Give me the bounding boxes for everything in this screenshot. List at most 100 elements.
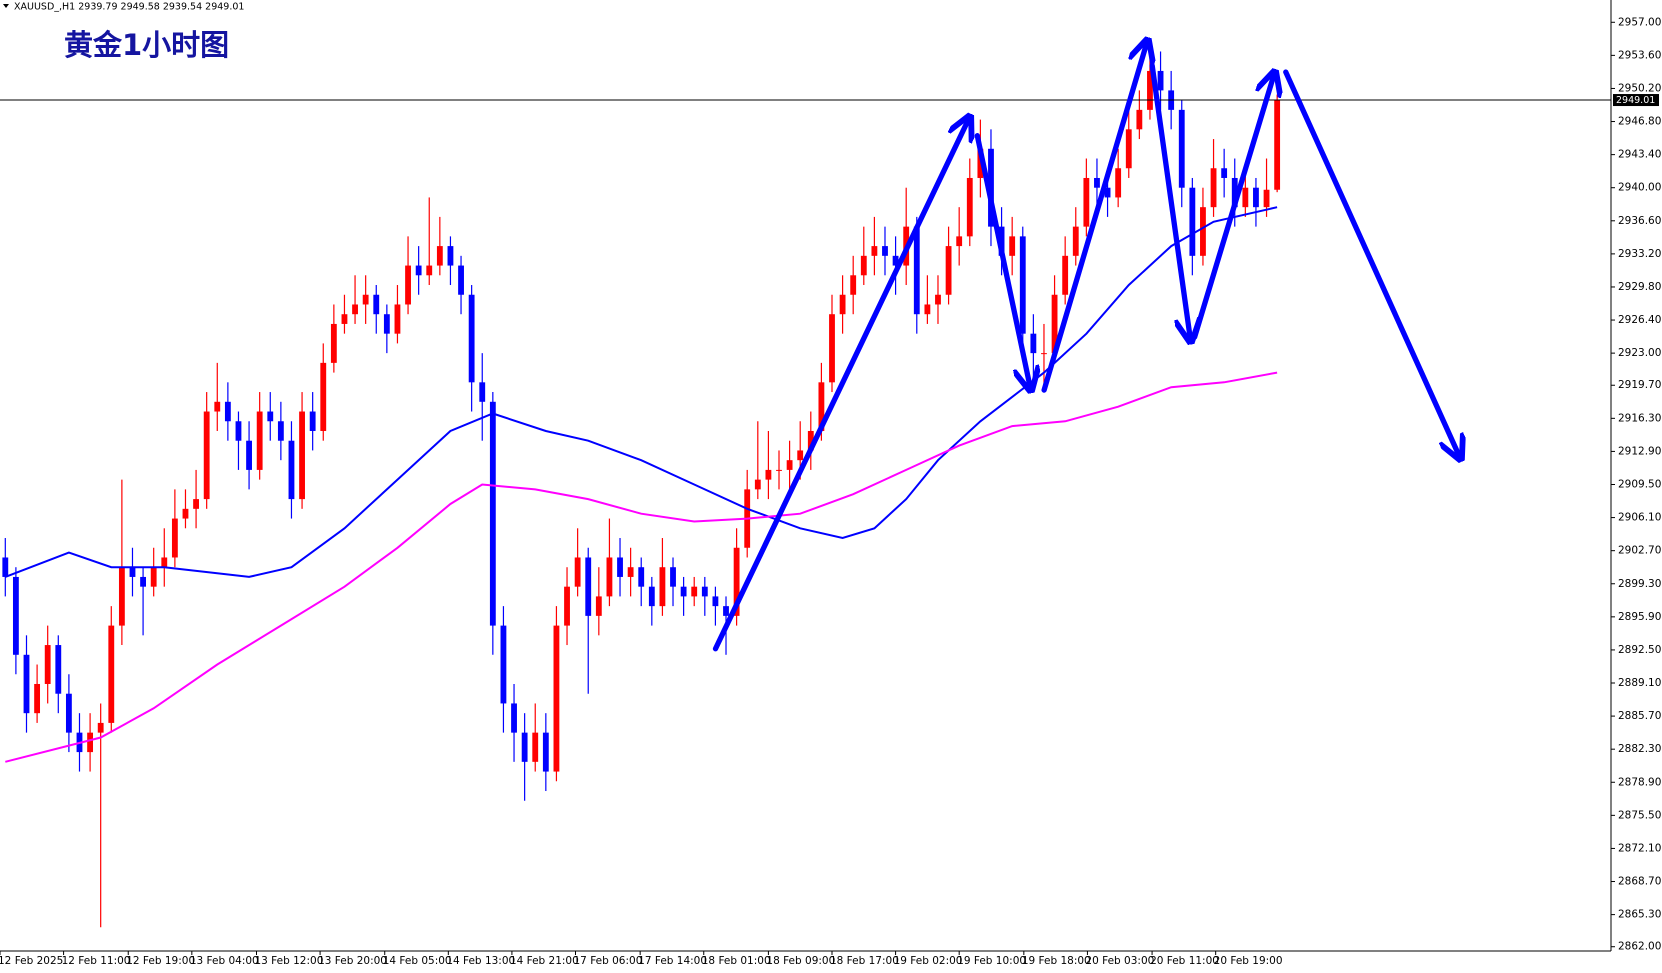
candle-body (246, 440, 252, 470)
candle-body (627, 567, 634, 577)
candle-body (277, 421, 284, 441)
candle-body (129, 567, 136, 577)
y-tick-label: 2902.70 (1618, 545, 1661, 557)
x-tick-label: 19 Feb 02:00 (894, 955, 963, 967)
candle-body (1178, 109, 1185, 188)
candle-body (617, 557, 623, 577)
x-tick-label: 20 Feb 11:00 (1150, 955, 1219, 967)
candle-body (479, 382, 486, 402)
candle-body (1210, 168, 1217, 208)
candle-body (267, 411, 274, 422)
candle-body (1051, 294, 1058, 354)
candle-body (585, 557, 592, 616)
candle-body (161, 557, 168, 568)
candle-body (1072, 226, 1079, 256)
candle-body (1083, 177, 1090, 227)
candle-body (691, 586, 698, 597)
candle-body (150, 567, 157, 587)
x-tick-label: 13 Feb 04:00 (190, 955, 259, 967)
y-tick-label: 2926.40 (1618, 314, 1661, 326)
candle-body (1030, 333, 1037, 354)
candle-body (415, 265, 422, 276)
arrow (1283, 69, 1460, 457)
y-tick-label: 2940.00 (1618, 182, 1661, 194)
y-tick-label: 2912.90 (1618, 445, 1661, 457)
y-tick-label: 2906.10 (1618, 512, 1661, 524)
candle-body (405, 265, 411, 305)
candle-body (670, 567, 676, 587)
candle-body (553, 625, 560, 772)
candle-body (754, 479, 761, 490)
candle-body (1104, 187, 1111, 198)
x-tick-label: 12 Feb 2025 (0, 955, 63, 967)
candle-body (595, 596, 602, 616)
candle-body (203, 411, 210, 500)
candle-body (65, 693, 72, 733)
candle-body (797, 450, 804, 461)
y-tick-label: 2936.60 (1618, 215, 1661, 227)
x-tick-label: 12 Feb 11:00 (62, 955, 131, 967)
candle-body (776, 469, 782, 471)
candle-body (214, 401, 221, 412)
candle-body (1263, 189, 1270, 208)
arrow (1191, 74, 1274, 340)
candle-body (1062, 255, 1069, 295)
candle-body (988, 148, 994, 227)
candle-body (1189, 187, 1196, 256)
candle-body (638, 567, 645, 587)
y-tick-label: 2909.50 (1618, 479, 1661, 491)
candle-body (97, 722, 104, 733)
x-tick-label: 13 Feb 12:00 (254, 955, 323, 967)
x-tick-label: 14 Feb 13:00 (446, 955, 515, 967)
candle-body (521, 732, 528, 762)
candle-body (320, 362, 327, 431)
candle-body (956, 236, 963, 247)
arrow (974, 133, 1030, 388)
candle-body (712, 596, 719, 607)
candle-body (1221, 168, 1228, 178)
y-tick-label: 2875.50 (1618, 809, 1661, 821)
candle-body (256, 411, 263, 470)
y-tick-label: 2889.10 (1618, 677, 1661, 689)
candle-body (1274, 100, 1281, 190)
candle-body (765, 469, 772, 480)
y-tick-label: 2933.20 (1618, 248, 1661, 260)
y-tick-label: 2919.70 (1618, 379, 1661, 391)
y-tick-label: 2878.90 (1618, 776, 1661, 788)
candle-body (383, 314, 390, 334)
y-tick-label: 2950.20 (1618, 82, 1661, 94)
current-price-box (1613, 94, 1659, 107)
candle-body (860, 255, 867, 276)
candle-body (1009, 236, 1016, 256)
candle-body (394, 304, 401, 334)
y-tick-label: 2953.60 (1618, 49, 1661, 61)
y-tick-label: 2957.00 (1618, 16, 1661, 28)
candle-body (882, 246, 888, 256)
candle-body (542, 732, 549, 772)
candle-body (1125, 129, 1132, 169)
y-tick-label: 2865.30 (1618, 909, 1661, 921)
candle-body (458, 265, 464, 295)
arrow (1041, 42, 1147, 393)
candle-body (659, 567, 666, 607)
x-tick-label: 18 Feb 09:00 (766, 955, 835, 967)
candle-body (1115, 168, 1122, 198)
candle-body (34, 683, 41, 714)
candle-body (1253, 187, 1259, 208)
x-tick-label: 12 Feb 19:00 (126, 955, 195, 967)
candle-body (1041, 353, 1047, 355)
arrow (1149, 63, 1190, 339)
candle-body (1136, 109, 1143, 130)
y-tick-label: 2885.70 (1618, 710, 1661, 722)
candle-body (564, 586, 570, 626)
candle-body (1200, 207, 1206, 256)
x-tick-label: 13 Feb 20:00 (318, 955, 387, 967)
trend-arrows (712, 42, 1460, 652)
candle-body (723, 606, 729, 616)
candle-body (701, 586, 708, 597)
x-tick-label: 14 Feb 21:00 (510, 955, 579, 967)
arrow (712, 119, 968, 652)
